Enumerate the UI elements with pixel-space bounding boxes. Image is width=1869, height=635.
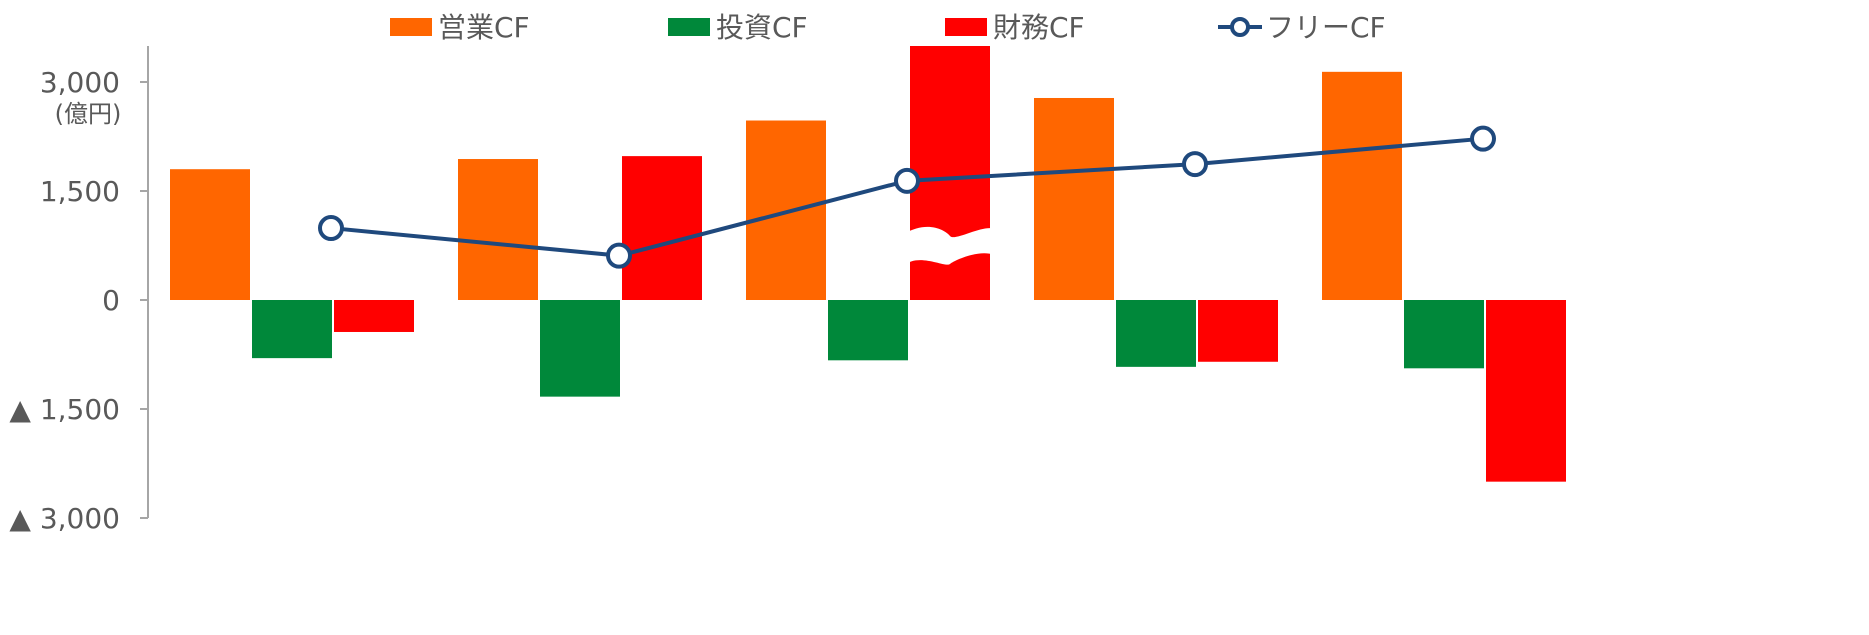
- legend-item-3: フリーCF: [1218, 11, 1386, 44]
- legend-label: フリーCF: [1266, 11, 1386, 44]
- bar-投資CF-0: [252, 300, 332, 359]
- legend-marker: [1230, 17, 1250, 37]
- y-tick-label: 1,500: [40, 175, 120, 208]
- y-tick-label: ▲ 1,500: [9, 393, 120, 426]
- bar-営業CF-1: [458, 159, 538, 300]
- bars: [170, 46, 1566, 482]
- bar-投資CF-1: [540, 300, 620, 397]
- y-tick-label: 3,000: [40, 66, 120, 99]
- bar-営業CF-3: [1034, 97, 1114, 300]
- bar-投資CF-2: [828, 300, 908, 361]
- legend-item-2: 財務CF: [945, 11, 1085, 44]
- free-cf-point-4: [1470, 125, 1496, 152]
- legend-swatch: [668, 18, 710, 36]
- bar-投資CF-3: [1116, 300, 1196, 367]
- legend-swatch: [390, 18, 432, 36]
- legend-label: 財務CF: [993, 11, 1085, 44]
- axis-break-mark: [904, 226, 996, 266]
- bar-営業CF-0: [170, 169, 250, 300]
- legend: 営業CF 投資CF 財務CF フリーCF: [390, 11, 1386, 44]
- y-axis: (億円) 3,000 1,500 0 ▲ 1,500 ▲ 3,000: [9, 46, 149, 535]
- free-cf-point-0: [318, 215, 344, 242]
- bar-財務CF-1: [622, 156, 702, 300]
- free-cf-line-series: [318, 125, 1496, 269]
- legend-item-0: 営業CF: [390, 11, 530, 44]
- y-axis-unit-label: (億円): [55, 100, 122, 128]
- free-cf-point-2: [894, 167, 920, 194]
- axis-breaks: [904, 226, 996, 266]
- bar-投資CF-4: [1404, 300, 1484, 369]
- bar-財務CF-0: [334, 300, 414, 332]
- bar-営業CF-4: [1322, 71, 1402, 301]
- y-tick-label: ▲ 3,000: [9, 502, 120, 535]
- bar-財務CF-4: [1486, 300, 1566, 482]
- legend-swatch: [945, 18, 987, 36]
- free-cf-point-1: [606, 242, 632, 269]
- legend-item-1: 投資CF: [668, 11, 808, 44]
- legend-label: 投資CF: [716, 11, 808, 44]
- free-cf-point-3: [1182, 151, 1208, 178]
- legend-label: 営業CF: [438, 11, 530, 44]
- y-tick-label: 0: [102, 284, 120, 317]
- bar-財務CF-3: [1198, 300, 1278, 362]
